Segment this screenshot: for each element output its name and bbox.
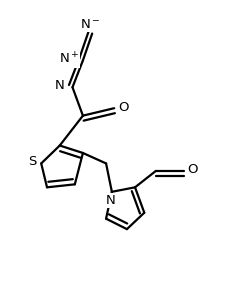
Text: S: S [28,155,37,168]
Text: N: N [106,194,116,207]
Text: O: O [188,163,198,176]
Text: N$^-$: N$^-$ [79,18,100,31]
Text: N: N [55,79,65,92]
Text: O: O [119,100,129,113]
Text: N$^+$: N$^+$ [59,51,79,67]
